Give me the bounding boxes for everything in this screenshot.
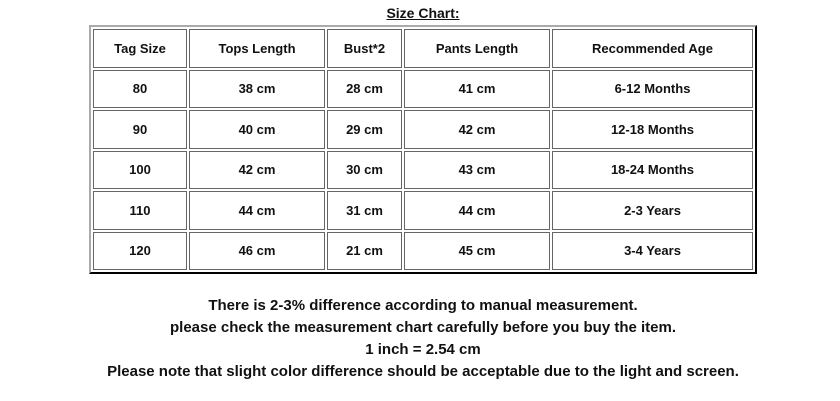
table-cell: 44 cm (189, 191, 325, 230)
table-cell: 30 cm (327, 150, 402, 189)
notes: There is 2-3% difference according to ma… (0, 295, 840, 383)
table-row: 120 46 cm 21 cm 45 cm 3-4 Years (93, 231, 753, 270)
table-cell: 120 (93, 231, 187, 270)
table-cell: 90 (93, 110, 187, 149)
table-row: 100 42 cm 30 cm 43 cm 18-24 Months (93, 150, 753, 189)
table-cell: 31 cm (327, 191, 402, 230)
table-cell: 2-3 Years (552, 191, 753, 230)
table-cell: 43 cm (404, 150, 550, 189)
table-row: 90 40 cm 29 cm 42 cm 12-18 Months (93, 110, 753, 149)
table-cell: 80 (93, 69, 187, 108)
table-cell: 38 cm (189, 69, 325, 108)
table-cell: 28 cm (327, 69, 402, 108)
header-cell: Bust*2 (327, 29, 402, 68)
table-cell: 100 (93, 150, 187, 189)
header-cell: Pants Length (404, 29, 550, 68)
table-cell: 21 cm (327, 231, 402, 270)
table-cell: 18-24 Months (552, 150, 753, 189)
header-cell: Tag Size (93, 29, 187, 68)
note-check-chart: please check the measurement chart caref… (169, 319, 676, 336)
table-cell: 12-18 Months (552, 110, 753, 149)
header-row: Tag Size Tops Length Bust*2 Pants Length Rec… (93, 29, 753, 68)
table-cell: 6-12 Months (552, 69, 753, 108)
table-row: 80 38 cm 28 cm 41 cm 6-12 Months (93, 69, 753, 108)
note-color-difference: Please note that slight color difference… (107, 363, 739, 380)
table-cell: 40 cm (189, 110, 325, 149)
note-difference: There is 2-3% difference according to ma… (208, 297, 638, 314)
header-cell: Tops Length (189, 29, 325, 68)
size-chart-title: Size Chart: (386, 5, 460, 21)
table-cell: 3-4 Years (552, 231, 753, 270)
header-cell: Recommended Age (552, 29, 753, 68)
table-cell: 110 (93, 191, 187, 230)
table-cell: 44 cm (404, 191, 550, 230)
note-inch-conversion: 1 inch = 2.54 cm (365, 341, 481, 358)
size-chart-table: Tag Size Tops Length Bust*2 Pants Length Rec… (89, 25, 757, 274)
table-cell: 42 cm (404, 110, 550, 149)
table-cell: 41 cm (404, 69, 550, 108)
table-cell: 46 cm (189, 231, 325, 270)
table-cell: 42 cm (189, 150, 325, 189)
table-row: 110 44 cm 31 cm 44 cm 2-3 Years (93, 191, 753, 230)
table-cell: 45 cm (404, 231, 550, 270)
table-cell: 29 cm (327, 110, 402, 149)
